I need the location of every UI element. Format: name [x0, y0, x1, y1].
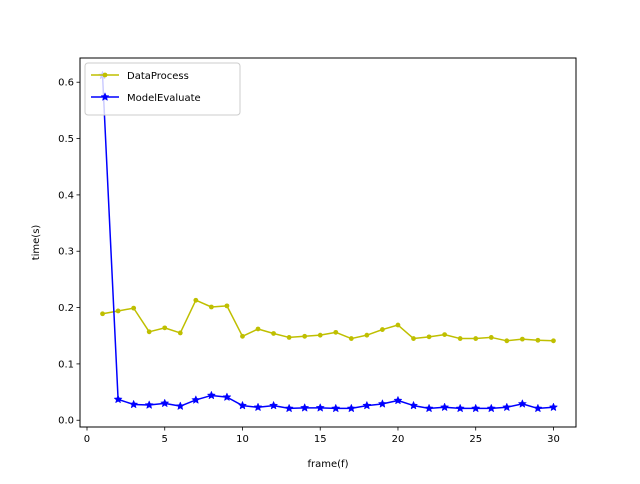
data-point-modelevaluate: [268, 400, 279, 410]
data-point-dataprocess: [271, 331, 276, 336]
x-axis-label: frame(f): [308, 459, 349, 470]
legend-swatch-marker: [100, 92, 110, 101]
series-modelevaluate: [97, 70, 559, 413]
data-point-modelevaluate: [362, 400, 372, 410]
data-point-modelevaluate: [517, 399, 527, 408]
x-tick-label: 30: [547, 434, 560, 445]
data-point-modelevaluate: [548, 402, 559, 412]
y-tick-label: 0.2: [58, 303, 74, 314]
data-point-modelevaluate: [113, 394, 123, 404]
data-point-modelevaluate: [424, 403, 434, 413]
data-point-dataprocess: [193, 297, 199, 303]
data-point-modelevaluate: [191, 395, 201, 404]
data-point-modelevaluate: [144, 400, 154, 409]
legend-box: [84, 62, 241, 116]
data-point-dataprocess: [286, 335, 292, 340]
data-point-modelevaluate: [393, 395, 403, 405]
data-point-dataprocess: [162, 325, 168, 331]
data-point-modelevaluate: [175, 401, 185, 411]
x-tick-label: 0: [84, 434, 90, 445]
legend-label: ModelEvaluate: [127, 93, 201, 104]
y-tick-label: 0.1: [58, 359, 74, 370]
y-tick-label: 0.6: [58, 78, 74, 89]
data-point-modelevaluate: [315, 403, 325, 412]
y-tick-label: 0.0: [58, 416, 74, 427]
data-point-dataprocess: [457, 336, 463, 341]
data-point-dataprocess: [240, 333, 245, 339]
data-point-dataprocess: [255, 326, 261, 332]
data-point-modelevaluate: [455, 403, 465, 413]
data-point-modelevaluate: [237, 400, 248, 410]
data-point-modelevaluate: [471, 403, 481, 413]
data-point-modelevaluate: [284, 403, 294, 413]
data-point-modelevaluate: [129, 399, 139, 409]
data-point-dataprocess: [131, 305, 137, 311]
data-point-modelevaluate: [377, 399, 388, 408]
data-point-dataprocess: [348, 336, 354, 341]
data-point-dataprocess: [302, 333, 308, 339]
data-point-dataprocess: [333, 329, 339, 335]
data-point-dataprocess: [504, 338, 510, 344]
data-point-modelevaluate: [502, 402, 512, 412]
series-dataprocess: [100, 297, 556, 344]
data-point-modelevaluate: [408, 400, 419, 410]
x-tick-label: 15: [314, 434, 327, 445]
y-tick-label: 0.4: [58, 190, 74, 201]
data-point-modelevaluate: [300, 403, 310, 412]
data-point-dataprocess: [364, 332, 370, 338]
data-point-dataprocess: [208, 304, 214, 310]
data-point-dataprocess: [473, 336, 479, 341]
data-point-modelevaluate: [160, 398, 170, 408]
data-point-dataprocess: [317, 332, 323, 338]
data-point-dataprocess: [426, 334, 432, 340]
data-point-modelevaluate: [206, 390, 216, 400]
x-tick-label: 25: [469, 434, 482, 445]
data-point-modelevaluate: [486, 403, 496, 413]
legend: DataProcess ModelEvaluate: [84, 62, 241, 116]
y-axis-label: time(s): [31, 225, 42, 261]
data-point-dataprocess: [442, 332, 448, 338]
data-point-dataprocess: [115, 308, 121, 314]
x-tick-label: 10: [236, 434, 249, 445]
data-point-dataprocess: [100, 311, 105, 317]
legend-label: DataProcess: [127, 71, 189, 82]
data-point-dataprocess: [551, 338, 556, 344]
data-point-dataprocess: [146, 329, 152, 335]
axis-ticks: 0 5 10 15 20 25 30 0.0 0.1 0.2 0.3 0.4 0.5 0.6: [58, 78, 560, 445]
x-tick-label: 5: [162, 434, 168, 445]
data-point-modelevaluate: [253, 402, 263, 412]
data-point-dataprocess: [224, 303, 230, 309]
data-point-modelevaluate: [533, 403, 543, 413]
plot-area: [97, 70, 559, 413]
data-point-dataprocess: [411, 336, 416, 341]
data-point-dataprocess: [380, 327, 385, 332]
data-point-modelevaluate: [331, 403, 341, 413]
axes-frame: [79, 57, 577, 428]
data-point-modelevaluate: [346, 403, 356, 413]
data-point-dataprocess: [395, 322, 401, 328]
series-line-dataprocess: [102, 299, 554, 342]
data-point-modelevaluate: [222, 392, 232, 402]
legend-swatch-marker: [102, 72, 108, 78]
data-point-dataprocess: [519, 336, 525, 342]
y-tick-label: 0.5: [58, 134, 74, 145]
data-point-modelevaluate: [440, 402, 450, 412]
y-tick-label: 0.3: [58, 247, 74, 258]
legend-item-modelevaluate: ModelEvaluate: [91, 92, 201, 104]
data-point-dataprocess: [177, 330, 183, 336]
data-point-dataprocess: [535, 337, 541, 343]
data-point-dataprocess: [488, 335, 494, 340]
legend-item-dataprocess: DataProcess: [91, 71, 189, 82]
x-tick-label: 20: [392, 434, 405, 445]
